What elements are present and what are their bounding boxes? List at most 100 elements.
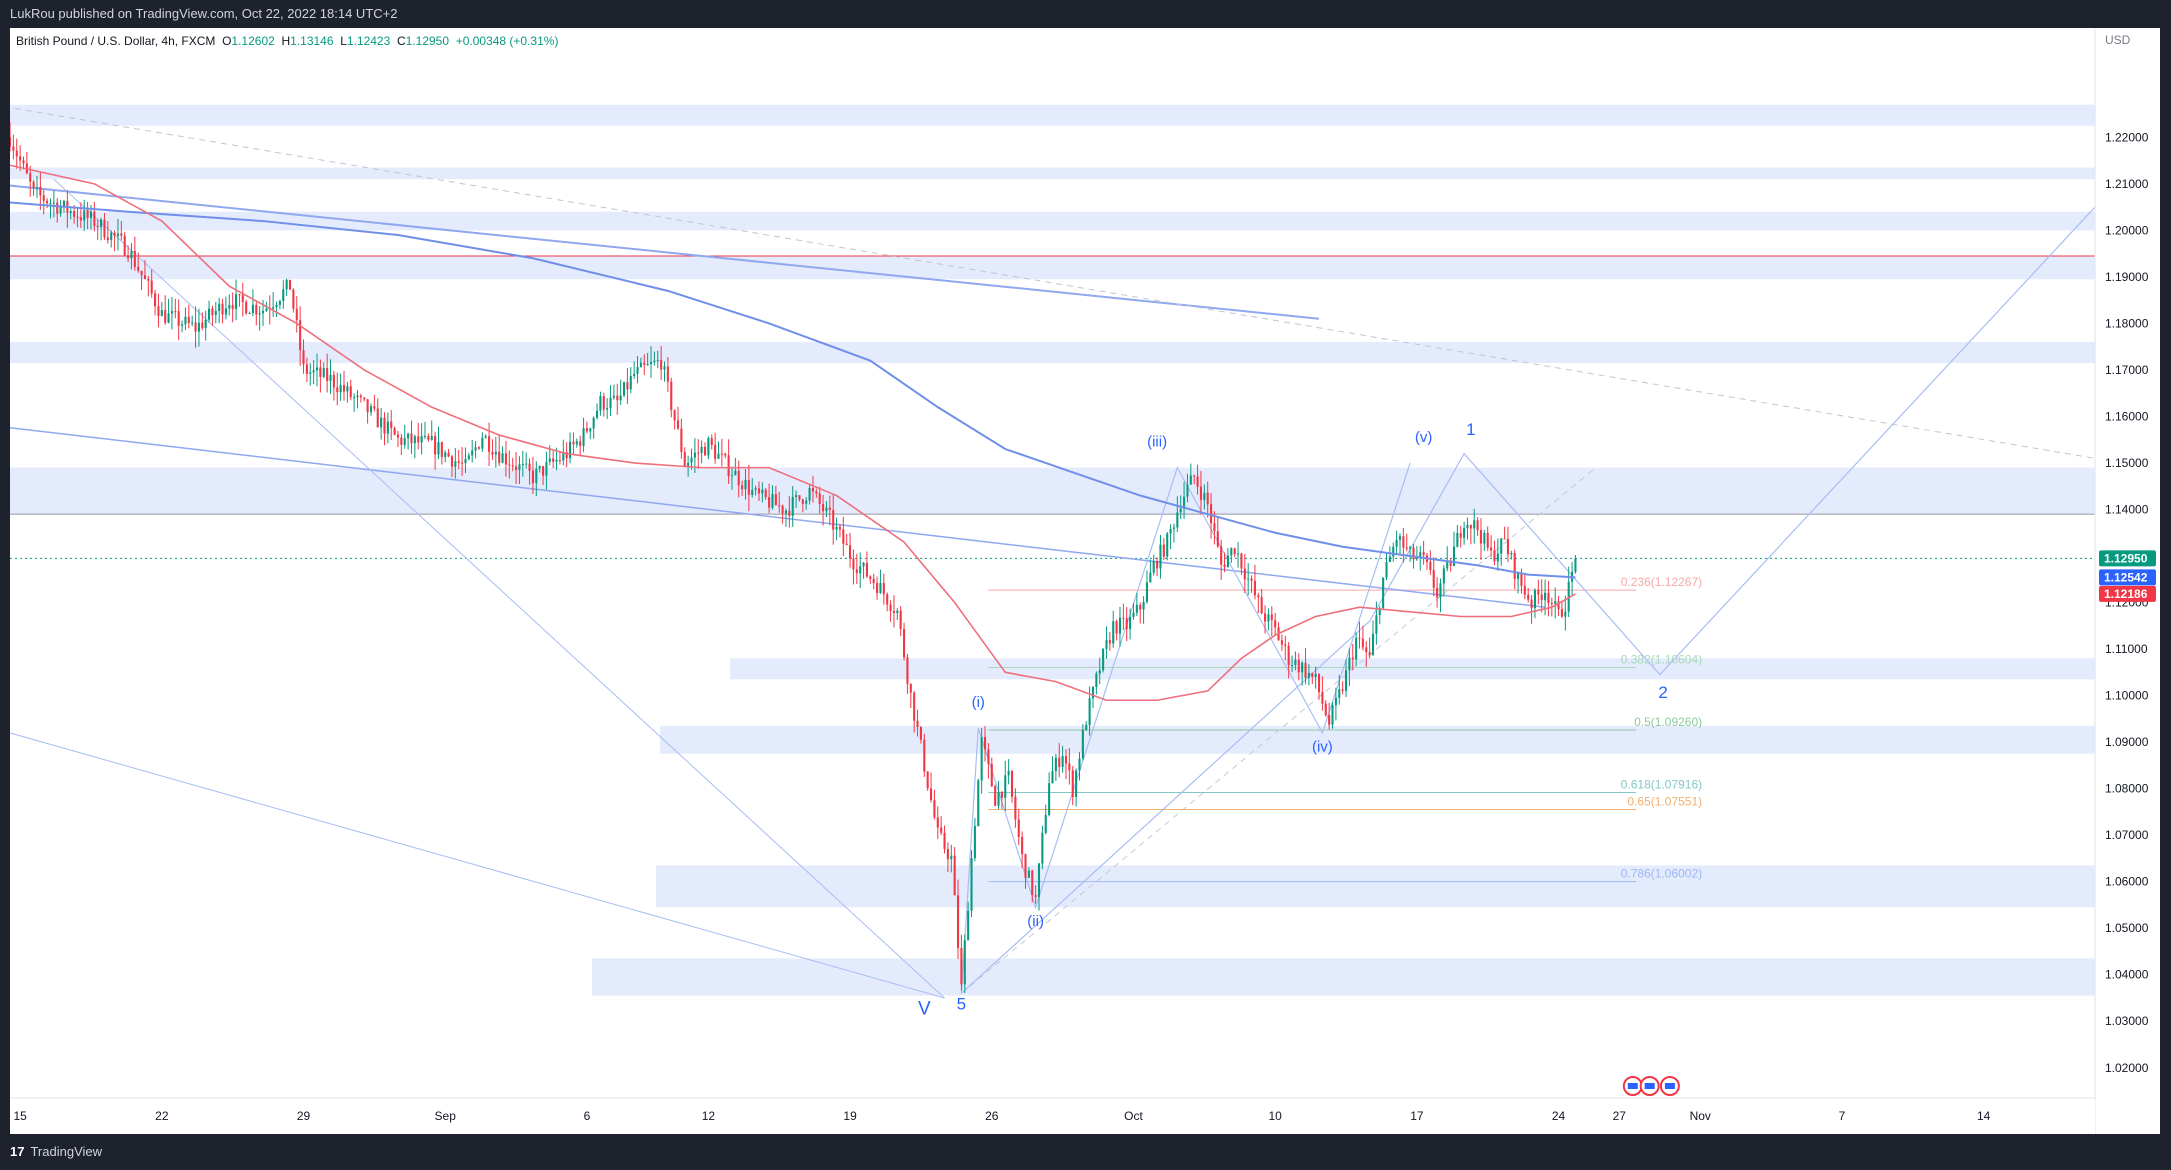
candle [211, 305, 214, 326]
candle [407, 432, 410, 450]
tradingview-logo-icon[interactable]: 17 [10, 1144, 25, 1159]
candle [245, 299, 248, 315]
candle-body [946, 848, 949, 860]
chart-canvas[interactable]: 0.236(1.12267) 0.382(1.10604) 0.5(1.09260)… [10, 28, 2160, 1134]
candle [1530, 595, 1533, 624]
chart-panel[interactable]: 0.236(1.12267) 0.382(1.10604) 0.5(1.09260)… [10, 28, 2160, 1134]
candle [1132, 603, 1135, 620]
candle-body [1523, 585, 1526, 595]
candle-body [255, 304, 258, 315]
candle-body [1388, 556, 1391, 562]
candle-body [218, 303, 221, 311]
candle-body [1108, 640, 1111, 644]
candle [1115, 619, 1118, 641]
candle-body [1156, 561, 1159, 569]
candle-body [1429, 561, 1432, 571]
price-tick-label: 1.18000 [2105, 316, 2149, 330]
candle [1068, 747, 1071, 785]
candle [191, 315, 194, 327]
candle-body [488, 436, 491, 452]
candle-body [504, 453, 507, 465]
candle [56, 198, 59, 223]
candle [1270, 606, 1273, 637]
candle-body [110, 232, 113, 241]
candle [1409, 545, 1412, 562]
candle [1490, 535, 1493, 558]
candle [1159, 534, 1162, 579]
candle-body [353, 397, 356, 399]
candle [1321, 676, 1324, 711]
candle-body [1452, 546, 1456, 566]
candle-body [1203, 492, 1206, 500]
candle-body [1287, 645, 1290, 666]
candle [636, 355, 639, 384]
brand-name[interactable]: TradingView [30, 1144, 103, 1159]
trend-line [10, 107, 2096, 459]
candle-body [511, 465, 514, 467]
candle [339, 373, 342, 401]
candle [1486, 526, 1489, 551]
candle [1139, 602, 1142, 624]
candle [784, 508, 788, 527]
candle-body [1334, 697, 1337, 706]
candle-body [93, 211, 96, 226]
candle-body [1402, 536, 1405, 548]
candle-body [703, 446, 707, 456]
candle-body [1115, 621, 1118, 634]
price-badge [2099, 550, 2156, 567]
candle-body [1392, 546, 1395, 557]
price-tick-label: 1.10000 [2105, 689, 2149, 703]
candle-body [548, 458, 551, 462]
candle-body [1233, 548, 1236, 555]
candle [369, 403, 373, 416]
candle-body [302, 350, 305, 365]
candle [619, 379, 622, 405]
candle-body [457, 461, 460, 463]
candle [474, 440, 477, 459]
candle-body [1274, 620, 1277, 628]
candle-body [876, 583, 879, 594]
candle-body [430, 436, 433, 440]
candle [477, 446, 481, 450]
candle-body [29, 173, 32, 182]
candle-body [248, 313, 251, 315]
candle [1183, 481, 1186, 519]
candle [602, 392, 605, 417]
time-tick-label: 29 [297, 1109, 311, 1123]
candle-body [1166, 533, 1169, 557]
candle-body [515, 466, 518, 470]
close-label: C [396, 34, 406, 48]
candle [1220, 539, 1223, 580]
time-tick-label: 24 [1552, 1109, 1566, 1123]
candle-body [1196, 476, 1199, 487]
candle [15, 138, 18, 169]
candle [1267, 608, 1270, 631]
candle [940, 816, 943, 836]
candle [93, 201, 96, 232]
candle [299, 306, 302, 366]
candle-body [454, 461, 457, 467]
candle-body [599, 396, 602, 411]
candle [1037, 862, 1041, 911]
candle [1240, 552, 1243, 575]
candle [899, 606, 902, 637]
candle-body [363, 397, 366, 400]
candle-body [815, 491, 818, 494]
candle-body [784, 510, 788, 514]
candle [838, 523, 841, 538]
candle-body [569, 441, 572, 459]
candle-body [164, 310, 167, 323]
open-label: O [222, 34, 232, 48]
candle-body [1500, 538, 1503, 554]
candle [531, 456, 534, 494]
support-zone [10, 467, 2160, 515]
candle-body [909, 683, 912, 693]
candle-body [1419, 552, 1422, 558]
candle-body [724, 453, 727, 456]
candle [1230, 547, 1233, 563]
candle-body [1409, 547, 1412, 549]
elliott-wave-path [961, 206, 2096, 994]
candle-body [103, 219, 106, 238]
candle-body [1014, 796, 1017, 820]
candle-body [575, 441, 578, 445]
